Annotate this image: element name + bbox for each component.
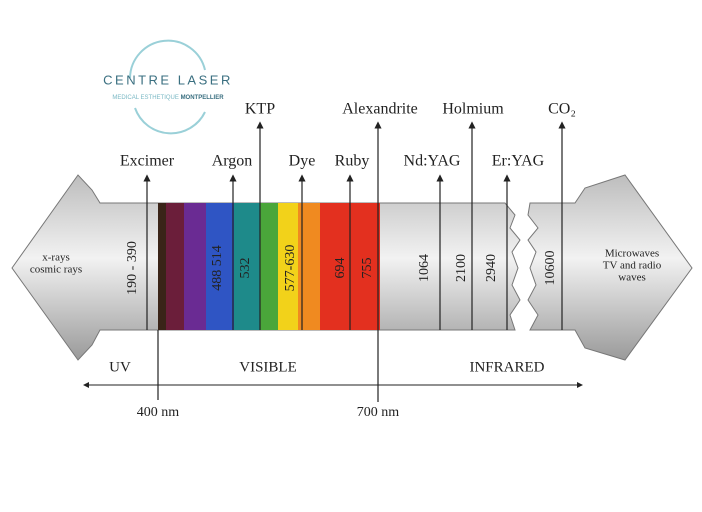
logo-city: MONTPELLIER	[181, 95, 225, 101]
region-label: VISIBLE	[239, 359, 297, 375]
region-label: INFRARED	[469, 359, 544, 375]
logo-arc	[129, 39, 206, 79]
wavelength-label: 1064	[417, 254, 432, 282]
band	[234, 203, 260, 330]
laser-name: Holmium	[442, 101, 504, 118]
laser-name: Argon	[212, 153, 253, 170]
left-label: cosmic rays	[30, 264, 82, 276]
wavelength-label: 2100	[454, 254, 469, 282]
band	[166, 203, 184, 330]
laser-name: Ruby	[335, 153, 370, 170]
logo: CENTRE LASER MEDICAL ESTHETIQUE MONTPELL…	[103, 39, 233, 135]
wavelength-label: 694	[333, 258, 348, 279]
wavelength-label: 190 - 390	[125, 241, 140, 295]
right-label: TV and radio	[603, 260, 662, 272]
wavelength-label: 10600	[543, 251, 558, 286]
laser-name: Er:YAG	[492, 153, 545, 170]
logo-subtitle: MEDICAL ESTHETIQUE MONTPELLIER	[112, 95, 224, 101]
wavelength-label: 577-630	[283, 245, 298, 292]
band	[206, 203, 234, 330]
right-label: Microwaves	[605, 248, 659, 260]
band	[278, 203, 298, 330]
laser-name: Nd:YAG	[404, 153, 461, 170]
laser-name: Excimer	[120, 153, 175, 170]
arrow-right	[527, 174, 693, 361]
logo-arc	[134, 107, 206, 135]
laser-name: Alexandrite	[342, 101, 418, 118]
marker-label: 400 nm	[137, 405, 180, 420]
laser-name: KTP	[245, 101, 275, 118]
marker-label: 700 nm	[357, 405, 400, 420]
laser-name: Dye	[289, 153, 316, 170]
wavelength-label: 755	[360, 258, 375, 279]
right-label: waves	[618, 272, 646, 284]
left-label: x-rays	[42, 252, 70, 264]
laser-name: CO₂	[548, 101, 576, 118]
band	[298, 203, 320, 330]
content: Excimer Argon KTP Dye Ruby Alexandrite Nd:YAG H…	[30, 101, 662, 421]
wavelength-label: 488 514	[210, 245, 225, 291]
wavelength-label: 2940	[484, 254, 499, 282]
wavelength-label: 532	[238, 258, 253, 279]
band	[184, 203, 206, 330]
region-label: UV	[109, 359, 131, 375]
logo-name: CENTRE LASER	[103, 72, 233, 87]
band	[158, 203, 166, 330]
logo-subtitle-text: MEDICAL ESTHETIQUE	[112, 95, 178, 101]
band	[260, 203, 278, 330]
